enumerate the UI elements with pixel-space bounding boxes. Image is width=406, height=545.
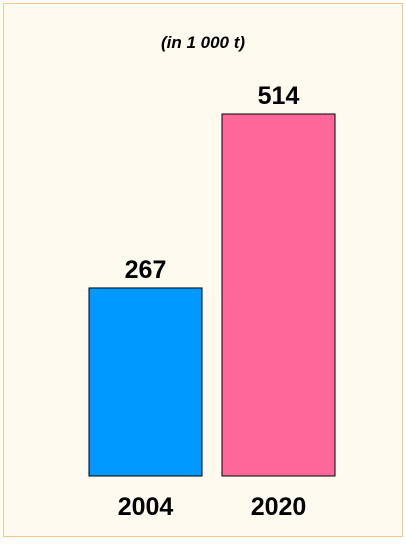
bar: [221, 113, 336, 477]
chart-subtitle: (in 1 000 t): [161, 33, 245, 52]
x-tick-label: 2004: [118, 493, 174, 521]
bar: [88, 287, 203, 477]
data-label: 514: [258, 82, 300, 110]
x-tick-label: 2020: [251, 493, 307, 521]
data-label: 267: [125, 256, 167, 284]
chart-background: [3, 3, 403, 537]
